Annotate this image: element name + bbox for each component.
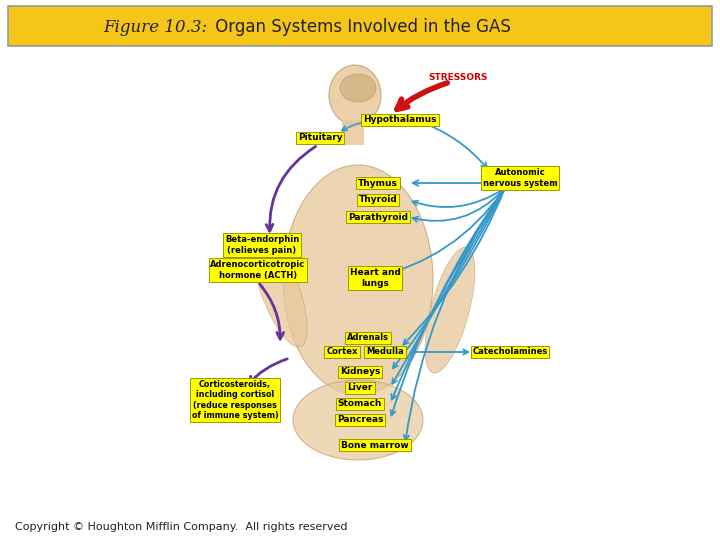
Text: Cortex: Cortex bbox=[326, 348, 358, 356]
Text: Corticosteroids,
including cortisol
(reduce responses
of immune system): Corticosteroids, including cortisol (red… bbox=[192, 380, 279, 420]
Text: Stomach: Stomach bbox=[338, 400, 382, 408]
Ellipse shape bbox=[253, 233, 307, 347]
Text: Catecholamines: Catecholamines bbox=[472, 348, 548, 356]
Text: Organ Systems Involved in the GAS: Organ Systems Involved in the GAS bbox=[210, 18, 511, 36]
Text: STRESSORS: STRESSORS bbox=[428, 73, 487, 83]
Text: Bone marrow: Bone marrow bbox=[341, 441, 409, 449]
Text: Adrenocorticotropic
hormone (ACTH): Adrenocorticotropic hormone (ACTH) bbox=[210, 260, 305, 280]
Ellipse shape bbox=[283, 165, 433, 395]
Text: Figure 10.3:: Figure 10.3: bbox=[103, 18, 207, 36]
Text: Adrenals: Adrenals bbox=[347, 334, 389, 342]
Text: Beta-endorphin
(relieves pain): Beta-endorphin (relieves pain) bbox=[225, 235, 299, 255]
Text: Liver: Liver bbox=[347, 383, 373, 393]
Text: Copyright © Houghton Mifflin Company.  All rights reserved: Copyright © Houghton Mifflin Company. Al… bbox=[15, 522, 348, 532]
Text: Pituitary: Pituitary bbox=[297, 133, 342, 143]
Text: Medulla: Medulla bbox=[366, 348, 404, 356]
Text: Kidneys: Kidneys bbox=[340, 368, 380, 376]
Text: Autonomic
nervous system: Autonomic nervous system bbox=[482, 168, 557, 188]
Text: Parathyroid: Parathyroid bbox=[348, 213, 408, 221]
Ellipse shape bbox=[329, 65, 381, 125]
Text: Hypothalamus: Hypothalamus bbox=[364, 116, 437, 125]
FancyBboxPatch shape bbox=[8, 6, 712, 46]
Ellipse shape bbox=[293, 380, 423, 460]
Text: Pancreas: Pancreas bbox=[337, 415, 383, 424]
Ellipse shape bbox=[425, 247, 475, 373]
Text: Heart and
lungs: Heart and lungs bbox=[350, 268, 400, 288]
FancyBboxPatch shape bbox=[342, 120, 364, 145]
Text: Thyroid: Thyroid bbox=[359, 195, 397, 205]
Ellipse shape bbox=[340, 74, 376, 102]
Text: Thymus: Thymus bbox=[358, 179, 398, 187]
